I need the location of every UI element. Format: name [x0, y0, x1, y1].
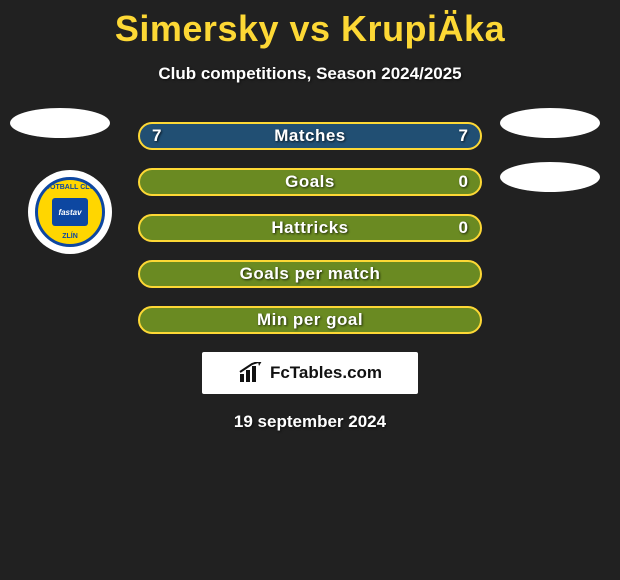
badge-top-text: FOOTBALL CLUB	[38, 184, 102, 191]
stat-label: Hattricks	[271, 218, 348, 238]
stat-label: Matches	[274, 126, 346, 146]
page-title: Simersky vs KrupiÄka	[0, 0, 620, 50]
stat-right-value: 7	[459, 126, 468, 146]
stat-bars: 7 Matches 7 Goals 0 Hattricks 0 Goals pe…	[138, 122, 482, 334]
stat-row-hattricks: Hattricks 0	[138, 214, 482, 242]
badge-bottom-text: ZLÍN	[38, 233, 102, 240]
club-right-placeholder	[500, 162, 600, 192]
stat-row-goals-per-match: Goals per match	[138, 260, 482, 288]
club-badge-inner: FOOTBALL CLUB fastav ZLÍN	[35, 177, 105, 247]
stat-label: Goals	[285, 172, 335, 192]
page-subtitle: Club competitions, Season 2024/2025	[0, 64, 620, 84]
stat-right-value: 0	[459, 172, 468, 192]
stat-left-value: 7	[152, 126, 161, 146]
stat-row-min-per-goal: Min per goal	[138, 306, 482, 334]
stat-label: Goals per match	[240, 264, 381, 284]
brand-text: FcTables.com	[270, 363, 382, 383]
stat-row-matches: 7 Matches 7	[138, 122, 482, 150]
club-left-badge: FOOTBALL CLUB fastav ZLÍN	[28, 170, 112, 254]
comparison-content: FOOTBALL CLUB fastav ZLÍN 7 Matches 7 Go…	[0, 122, 620, 432]
badge-center-text: fastav	[52, 198, 88, 226]
stat-label: Min per goal	[257, 310, 363, 330]
chart-icon	[238, 362, 264, 384]
brand-badge: FcTables.com	[202, 352, 418, 394]
player-right-placeholder	[500, 108, 600, 138]
footer-date: 19 september 2024	[0, 412, 620, 432]
stat-right-value: 0	[459, 218, 468, 238]
player-left-placeholder	[10, 108, 110, 138]
stat-row-goals: Goals 0	[138, 168, 482, 196]
